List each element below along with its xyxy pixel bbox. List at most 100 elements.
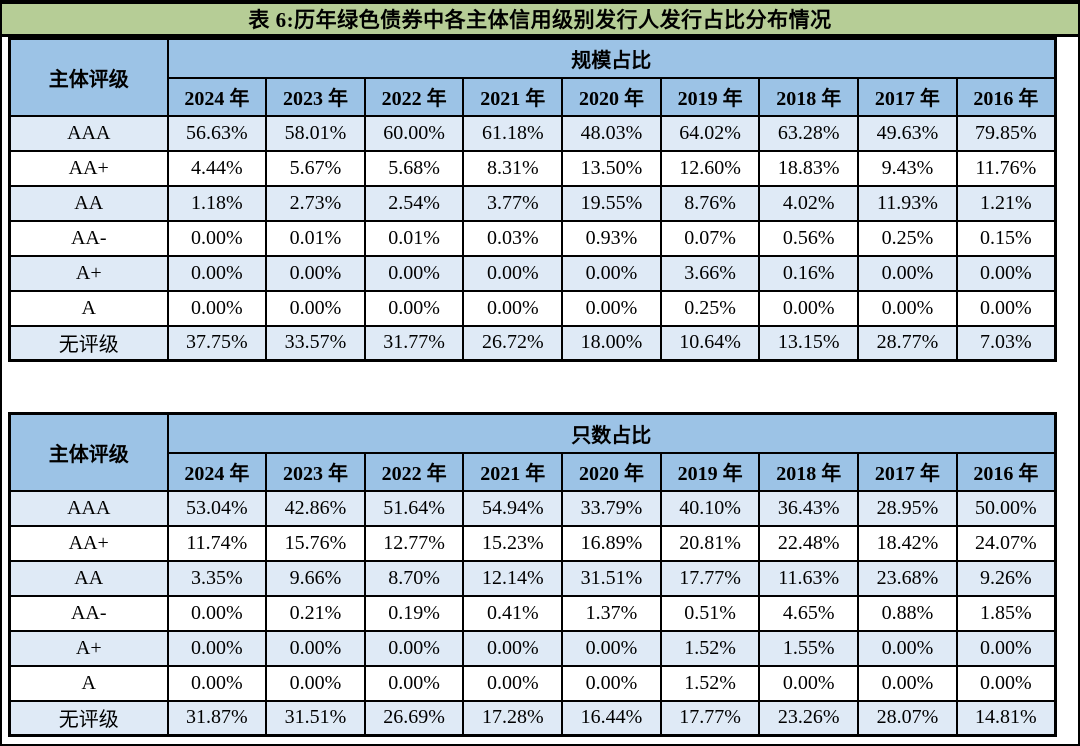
value-cell: 0.00%	[166, 254, 268, 292]
value-cell: 2.73%	[265, 184, 366, 222]
rating-cell: A+	[8, 254, 169, 292]
year-header: 2023 年	[265, 451, 366, 492]
value-cell: 61.18%	[462, 114, 564, 152]
count-ratio-table: 主体评级 只数占比 2024 年 2023 年 2022 年 2021 年 2020 年…	[8, 412, 1057, 737]
value-cell: 0.00%	[955, 289, 1057, 327]
rating-cell: AA	[8, 184, 169, 222]
value-cell: 17.77%	[659, 699, 761, 737]
value-cell: 0.00%	[857, 254, 958, 292]
table-row: A 0.00% 0.00% 0.00% 0.00% 0.00% 0.25% 0.00% 0.00…	[8, 289, 1057, 327]
value-cell: 4.44%	[166, 149, 268, 187]
table-body: AAA 56.63% 58.01% 60.00% 61.18% 48.03% 64.02% 6…	[8, 114, 1057, 362]
value-cell: 56.63%	[166, 114, 268, 152]
value-cell: 23.68%	[857, 559, 958, 597]
value-cell: 0.00%	[462, 664, 564, 702]
value-cell: 0.41%	[462, 594, 564, 632]
value-cell: 79.85%	[955, 114, 1057, 152]
year-header: 2020 年	[561, 76, 662, 117]
value-cell: 9.43%	[857, 149, 958, 187]
rating-cell: AA+	[8, 524, 169, 562]
value-cell: 3.77%	[462, 184, 564, 222]
value-cell: 31.51%	[561, 559, 662, 597]
value-cell: 0.15%	[955, 219, 1057, 257]
value-cell: 1.37%	[561, 594, 662, 632]
corner-header: 主体评级	[8, 37, 169, 117]
value-cell: 11.63%	[758, 559, 860, 597]
value-cell: 26.69%	[363, 699, 465, 737]
rating-cell: AA-	[8, 219, 169, 257]
value-cell: 0.21%	[265, 594, 366, 632]
year-header: 2018 年	[758, 451, 860, 492]
year-header: 2018 年	[758, 76, 860, 117]
year-header: 2017 年	[857, 451, 958, 492]
table-row: A 0.00% 0.00% 0.00% 0.00% 0.00% 1.52% 0.00% 0.00…	[8, 664, 1057, 702]
value-cell: 14.81%	[955, 699, 1057, 737]
group-header: 只数占比	[166, 412, 1057, 454]
value-cell: 0.00%	[265, 664, 366, 702]
table-row: AA 3.35% 9.66% 8.70% 12.14% 31.51% 17.77% 11.63…	[8, 559, 1057, 597]
value-cell: 0.25%	[857, 219, 958, 257]
value-cell: 0.00%	[363, 289, 465, 327]
value-cell: 1.55%	[758, 629, 860, 667]
table-row: AA- 0.00% 0.21% 0.19% 0.41% 1.37% 0.51% 4.65% 0.…	[8, 594, 1057, 632]
table-row: 无评级 37.75% 33.57% 31.77% 26.72% 18.00% 10.64% 1…	[8, 324, 1057, 362]
value-cell: 8.76%	[659, 184, 761, 222]
value-cell: 0.00%	[857, 289, 958, 327]
rating-cell: 无评级	[8, 324, 169, 362]
value-cell: 42.86%	[265, 489, 366, 527]
corner-header: 主体评级	[8, 412, 169, 492]
rating-cell: AA	[8, 559, 169, 597]
value-cell: 49.63%	[857, 114, 958, 152]
value-cell: 0.00%	[955, 629, 1057, 667]
rating-cell: AAA	[8, 489, 169, 527]
value-cell: 16.89%	[561, 524, 662, 562]
value-cell: 5.68%	[363, 149, 465, 187]
value-cell: 9.26%	[955, 559, 1057, 597]
table-row: A+ 0.00% 0.00% 0.00% 0.00% 0.00% 3.66% 0.16% 0.0…	[8, 254, 1057, 292]
value-cell: 18.00%	[561, 324, 662, 362]
value-cell: 0.00%	[462, 254, 564, 292]
value-cell: 15.76%	[265, 524, 366, 562]
value-cell: 0.00%	[363, 629, 465, 667]
year-header: 2024 年	[166, 451, 268, 492]
value-cell: 4.65%	[758, 594, 860, 632]
table-row: A+ 0.00% 0.00% 0.00% 0.00% 0.00% 1.52% 1.55% 0.0…	[8, 629, 1057, 667]
value-cell: 12.77%	[363, 524, 465, 562]
rating-cell: 无评级	[8, 699, 169, 737]
value-cell: 8.70%	[363, 559, 465, 597]
value-cell: 1.85%	[955, 594, 1057, 632]
value-cell: 9.66%	[265, 559, 366, 597]
value-cell: 1.52%	[659, 664, 761, 702]
value-cell: 12.14%	[462, 559, 564, 597]
year-header: 2022 年	[363, 451, 465, 492]
value-cell: 0.00%	[561, 629, 662, 667]
value-cell: 1.21%	[955, 184, 1057, 222]
value-cell: 0.00%	[363, 254, 465, 292]
value-cell: 0.00%	[166, 289, 268, 327]
value-cell: 2.54%	[363, 184, 465, 222]
value-cell: 31.51%	[265, 699, 366, 737]
table-row: AAA 53.04% 42.86% 51.64% 54.94% 33.79% 40.10% 3…	[8, 489, 1057, 527]
value-cell: 28.95%	[857, 489, 958, 527]
year-header-row: 2024 年 2023 年 2022 年 2021 年 2020 年 2019 年 2018…	[10, 76, 1057, 117]
value-cell: 0.51%	[659, 594, 761, 632]
year-header: 2021 年	[462, 76, 564, 117]
value-cell: 22.48%	[758, 524, 860, 562]
value-cell: 3.66%	[659, 254, 761, 292]
value-cell: 19.55%	[561, 184, 662, 222]
value-cell: 0.00%	[857, 664, 958, 702]
year-header-row: 2024 年 2023 年 2022 年 2021 年 2020 年 2019 年 2018…	[10, 451, 1057, 492]
value-cell: 31.77%	[363, 324, 465, 362]
value-cell: 26.72%	[462, 324, 564, 362]
value-cell: 15.23%	[462, 524, 564, 562]
table-row: AAA 56.63% 58.01% 60.00% 61.18% 48.03% 64.02% 6…	[8, 114, 1057, 152]
rating-cell: AA+	[8, 149, 169, 187]
value-cell: 16.44%	[561, 699, 662, 737]
value-cell: 0.16%	[758, 254, 860, 292]
value-cell: 18.42%	[857, 524, 958, 562]
year-header: 2016 年	[955, 76, 1057, 117]
value-cell: 37.75%	[166, 324, 268, 362]
table-body: AAA 53.04% 42.86% 51.64% 54.94% 33.79% 40.10% 3…	[8, 489, 1057, 737]
value-cell: 0.00%	[561, 664, 662, 702]
value-cell: 0.93%	[561, 219, 662, 257]
